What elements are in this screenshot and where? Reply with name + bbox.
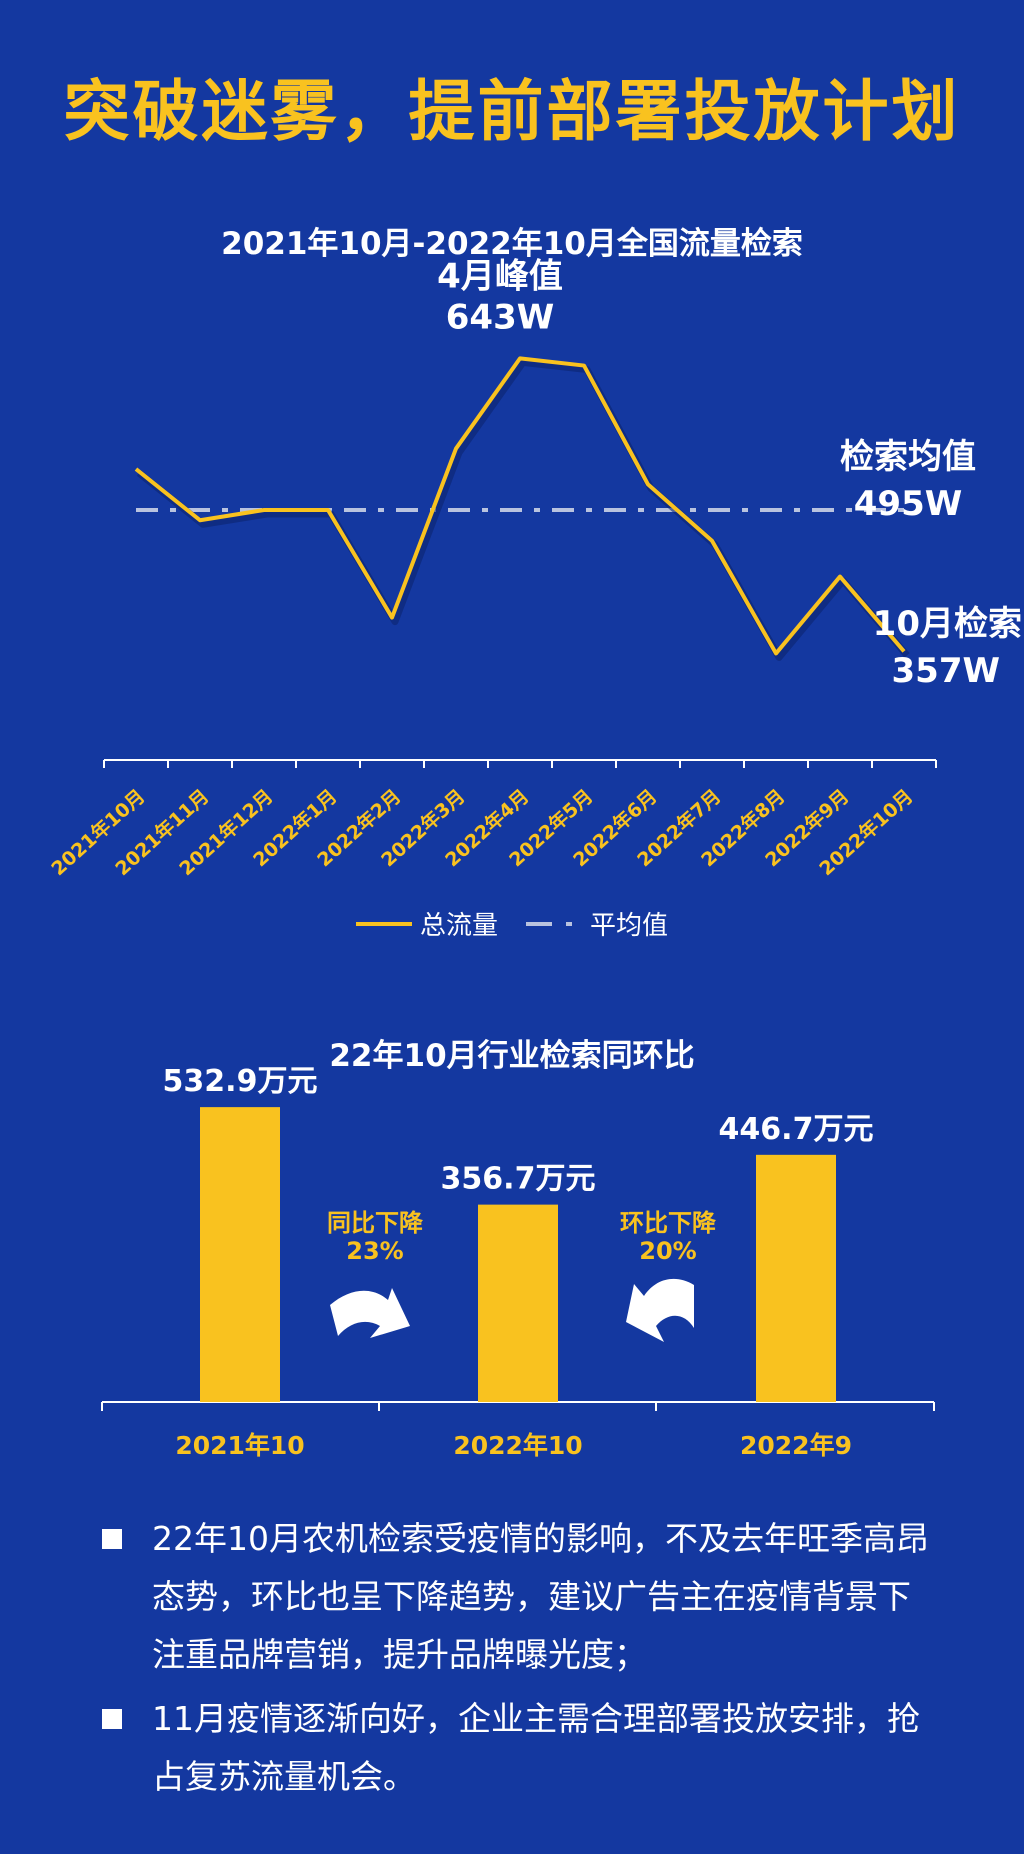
bullet-text: 22年10月农机检索受疫情的影响，不及去年旺季高昂态势，环比也呈下降趋势，建议广… bbox=[152, 1519, 929, 1674]
bar-category-label: 2021年10 bbox=[175, 1431, 304, 1460]
curved-arrow-right-icon bbox=[330, 1288, 410, 1338]
bar bbox=[200, 1107, 280, 1402]
bullet-square-icon bbox=[102, 1709, 122, 1729]
bullet-square-icon bbox=[102, 1529, 122, 1549]
change-annotation-label: 环比下降 bbox=[620, 1209, 717, 1237]
line-chart: 2021年10月2021年11月2021年12月2022年1月2022年2月20… bbox=[47, 256, 1022, 880]
bar-category-label: 2022年9 bbox=[740, 1431, 852, 1460]
average-annotation-label: 检索均值 bbox=[840, 437, 976, 477]
bar-chart: 532.9万元 2021年10 356.7万元 2022年10 446.7万元 2022年… bbox=[101, 1064, 935, 1460]
bar-data-label: 356.7万元 bbox=[441, 1162, 596, 1197]
summary-list: 22年10月农机检索受疫情的影响，不及去年旺季高昂态势，环比也呈下降趋势，建议广… bbox=[102, 1510, 932, 1812]
bar-data-label: 532.9万元 bbox=[163, 1064, 318, 1099]
bar bbox=[478, 1204, 558, 1402]
bar bbox=[756, 1154, 836, 1402]
average-annotation-value: 495W bbox=[854, 484, 962, 524]
peak-annotation-value: 643W bbox=[446, 297, 554, 337]
legend-average-label: 平均值 bbox=[590, 911, 669, 941]
bar-chart-title: 22年10月行业检索同环比 bbox=[329, 1038, 695, 1074]
change-annotation-value: 20% bbox=[639, 1237, 696, 1265]
bar-category-label: 2022年10 bbox=[453, 1431, 582, 1460]
bar-data-label: 446.7万元 bbox=[719, 1112, 874, 1147]
line-chart-legend: 总流量 平均值 bbox=[0, 905, 1024, 942]
curved-arrow-left-icon bbox=[626, 1278, 694, 1342]
change-annotation-label: 同比下降 bbox=[327, 1209, 424, 1237]
last-annotation-value: 357W bbox=[892, 651, 1000, 691]
last-annotation-label: 10月检索 bbox=[873, 604, 1022, 644]
line-chart-title: 2021年10月-2022年10月全国流量检索 bbox=[221, 226, 803, 262]
change-annotation-value: 23% bbox=[346, 1237, 403, 1265]
bullet-text: 11月疫情逐渐向好，企业主需合理部署投放安排，抢占复苏流量机会。 bbox=[152, 1699, 920, 1796]
legend-average-swatch bbox=[526, 921, 582, 926]
list-item: 22年10月农机检索受疫情的影响，不及去年旺季高昂态势，环比也呈下降趋势，建议广… bbox=[102, 1510, 932, 1684]
legend-total-label: 总流量 bbox=[419, 911, 498, 941]
page-title: 突破迷雾，提前部署投放计划 bbox=[63, 73, 961, 150]
legend-total-swatch bbox=[355, 921, 412, 926]
list-item: 11月疫情逐渐向好，企业主需合理部署投放安排，抢占复苏流量机会。 bbox=[102, 1690, 932, 1806]
peak-annotation-label: 4月峰值 bbox=[437, 256, 563, 296]
total-series-shadow bbox=[136, 358, 910, 661]
